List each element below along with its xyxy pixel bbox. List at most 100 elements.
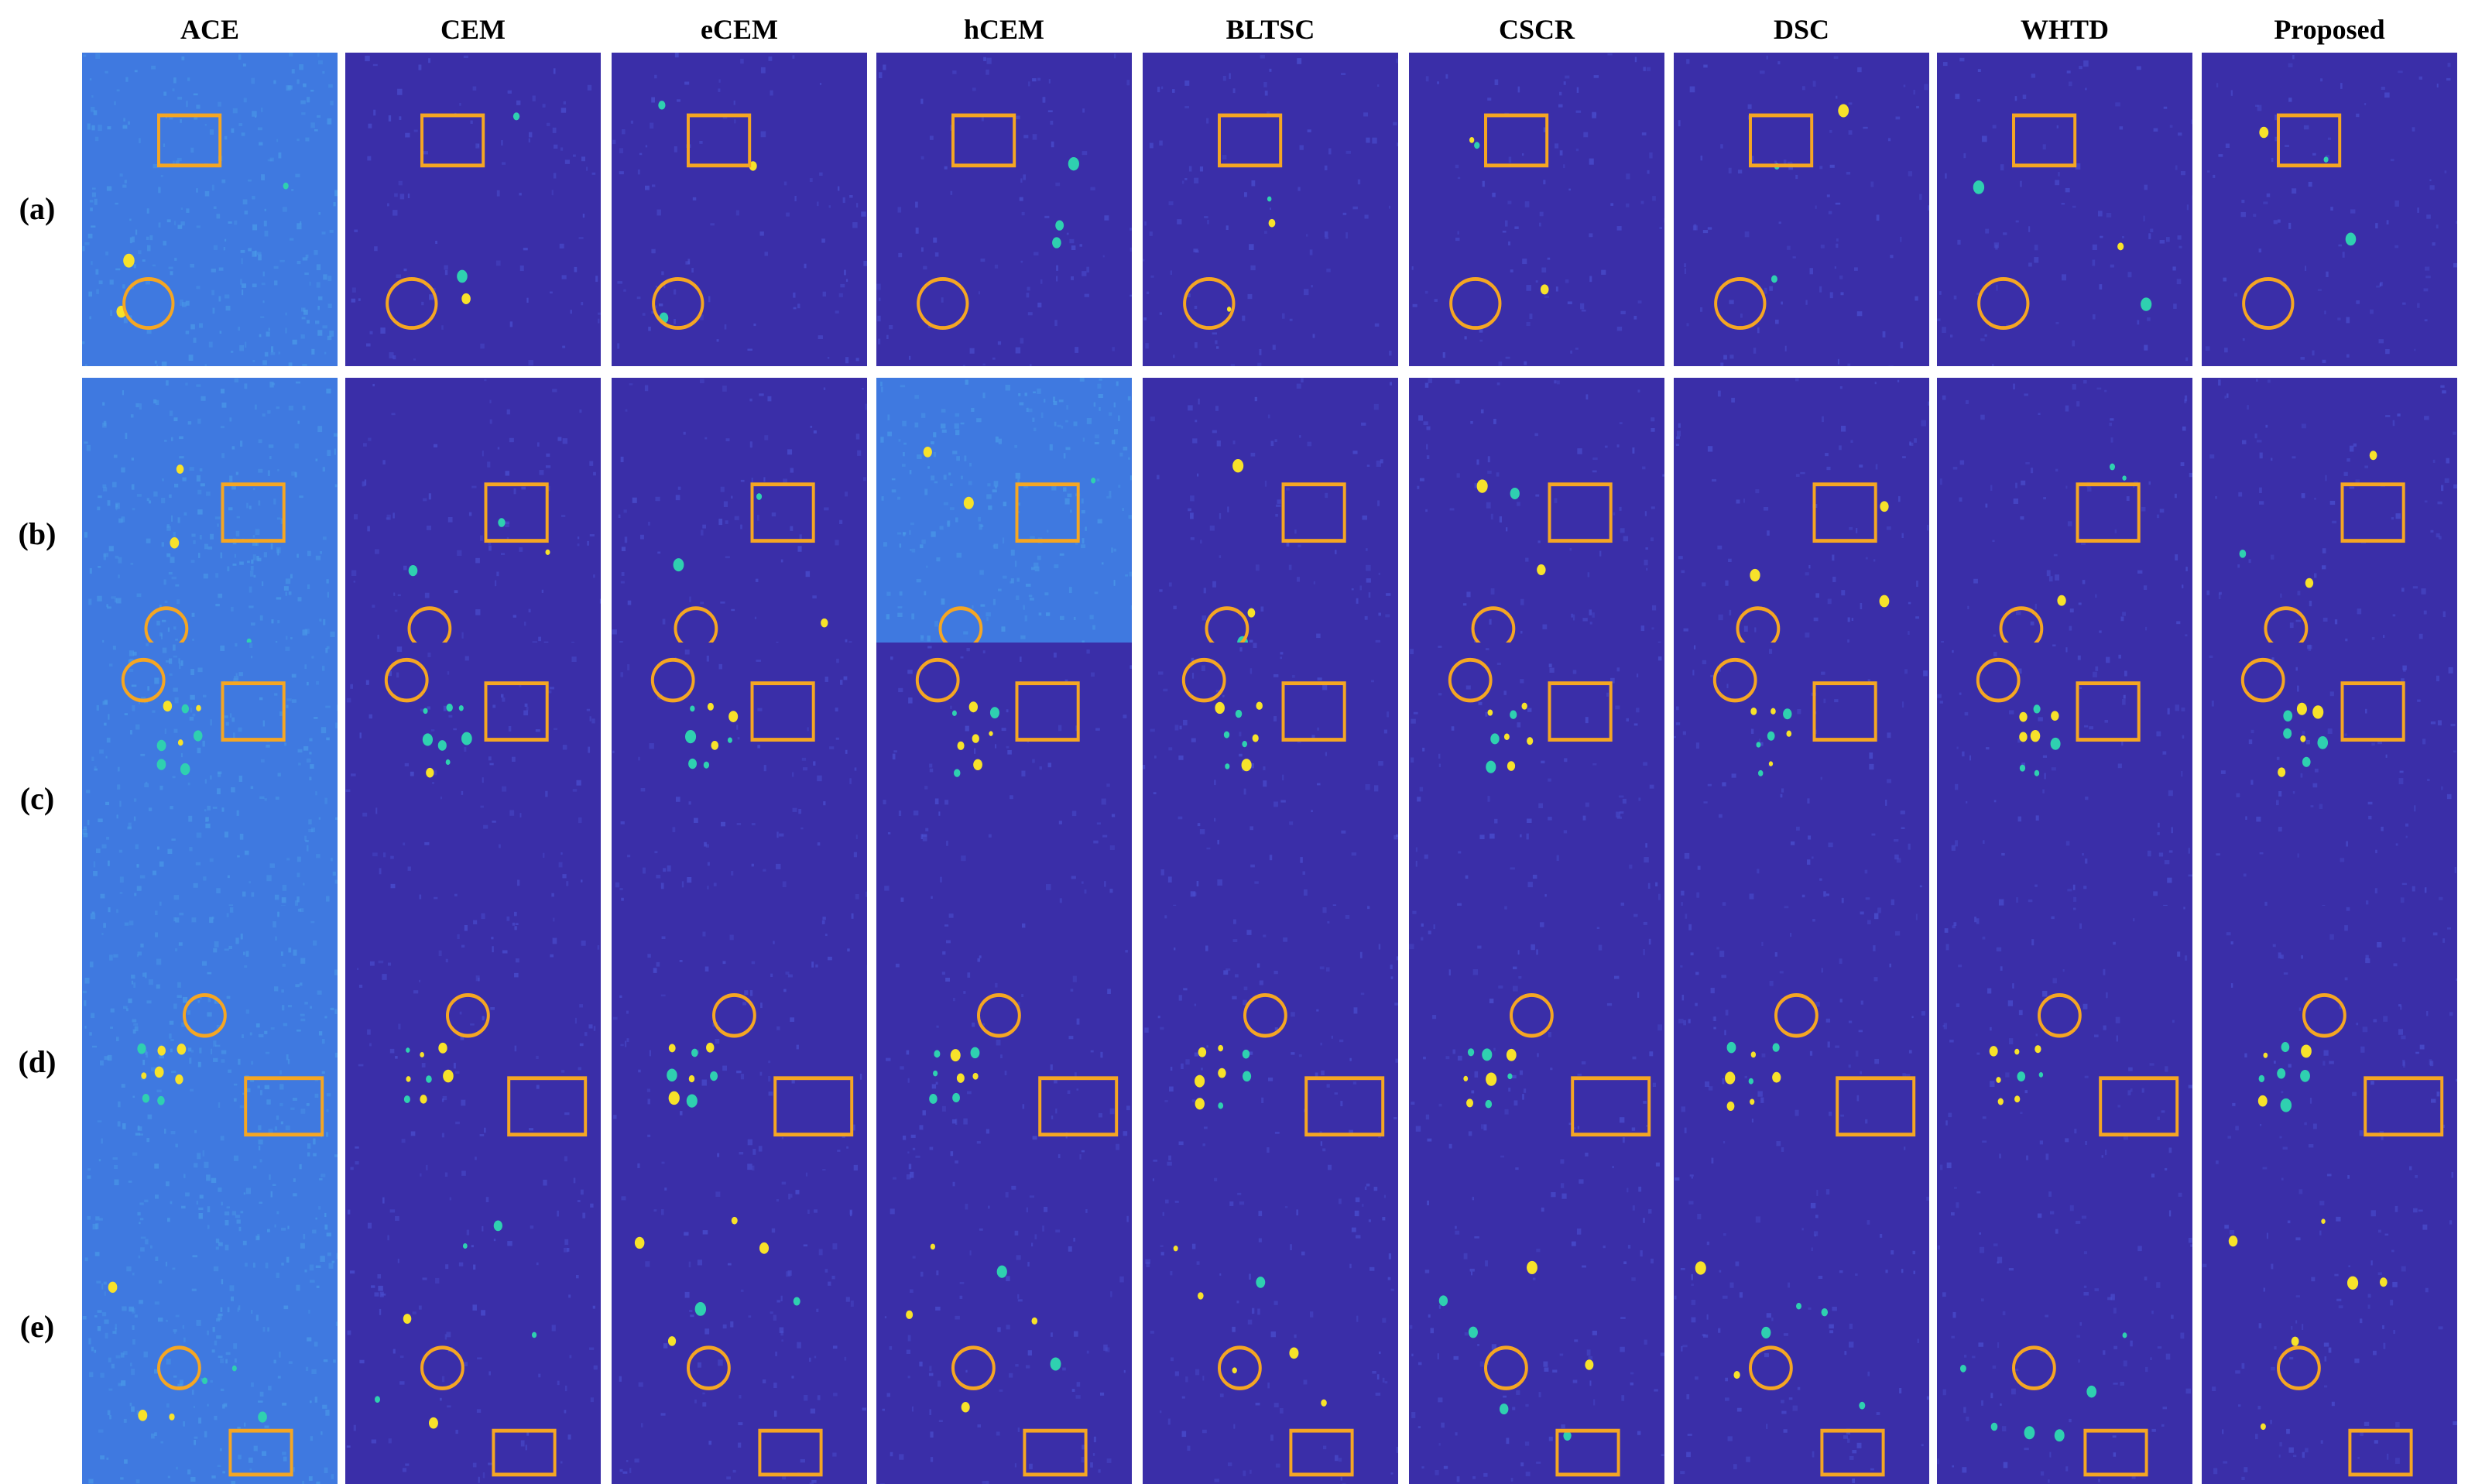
target-circle-marker <box>1451 279 1500 327</box>
target-circle-marker <box>653 660 694 701</box>
target-circle-marker <box>1245 995 1286 1036</box>
detection-map-e-ace <box>82 1170 338 1484</box>
row-label-d: (d) <box>0 1044 74 1080</box>
detection-map-a-cscr <box>1409 53 1664 366</box>
background-rectangle-marker <box>1284 684 1345 740</box>
background-rectangle-marker <box>509 1078 585 1135</box>
target-circle-marker <box>653 279 702 327</box>
background-rectangle-marker <box>2100 1078 2177 1135</box>
detection-map-a-cem <box>345 53 601 366</box>
background-rectangle-marker <box>1815 684 1876 740</box>
target-circle-marker <box>387 279 436 327</box>
background-rectangle-marker <box>752 684 814 740</box>
column-header-dsc: DSC <box>1674 6 1929 53</box>
background-rectangle-marker <box>1306 1078 1383 1135</box>
detection-map-e-ecem <box>612 1170 867 1484</box>
background-rectangle-marker <box>245 1078 322 1135</box>
detection-map-e-bltsc <box>1143 1170 1398 1484</box>
background-rectangle-marker <box>223 684 284 740</box>
column-header-whtd: WHTD <box>1937 6 2192 53</box>
background-rectangle-marker <box>1040 1078 1116 1135</box>
background-rectangle-marker <box>2365 1078 2442 1135</box>
target-circle-marker <box>2304 995 2345 1036</box>
target-circle-marker <box>2243 660 2284 701</box>
target-circle-marker <box>714 995 755 1036</box>
detection-map-a-hcem <box>876 53 1132 366</box>
detection-map-e-cem <box>345 1170 601 1484</box>
background-rectangle-marker <box>2343 485 2404 541</box>
row-label-e: (e) <box>0 1308 74 1345</box>
row-label-a: (a) <box>0 190 74 227</box>
target-circle-marker <box>124 279 173 327</box>
target-circle-marker <box>1486 1348 1527 1389</box>
background-rectangle-marker <box>223 485 284 541</box>
target-circle-marker <box>159 1348 200 1389</box>
background-rectangle-marker <box>1291 1431 1352 1475</box>
detection-map-a-ace <box>82 53 338 366</box>
column-header-bltsc: BLTSC <box>1143 6 1398 53</box>
target-circle-marker <box>953 1348 994 1389</box>
background-rectangle-marker <box>775 1078 852 1135</box>
background-rectangle-marker <box>2014 115 2075 166</box>
target-circle-marker <box>422 1348 463 1389</box>
background-rectangle-marker <box>2278 115 2340 166</box>
detection-map-e-proposed <box>2202 1170 2457 1484</box>
target-circle-marker <box>2278 1348 2319 1389</box>
detection-map-a-dsc <box>1674 53 1929 366</box>
target-circle-marker <box>2014 1348 2055 1389</box>
background-rectangle-marker <box>1837 1078 1914 1135</box>
target-circle-marker <box>1450 660 1491 701</box>
background-rectangle-marker <box>1815 485 1876 541</box>
target-circle-marker <box>1978 660 2019 701</box>
detection-map-e-cscr <box>1409 1170 1664 1484</box>
target-circle-marker <box>2244 279 2292 327</box>
background-rectangle-marker <box>752 485 814 541</box>
target-circle-marker <box>184 995 225 1036</box>
column-header-proposed: Proposed <box>2202 6 2457 53</box>
column-header-cem: CEM <box>345 6 601 53</box>
background-rectangle-marker <box>1550 485 1611 541</box>
detection-map-a-ecem <box>612 53 867 366</box>
target-circle-marker <box>1184 279 1233 327</box>
background-rectangle-marker <box>2350 1431 2411 1475</box>
background-rectangle-marker <box>2343 684 2404 740</box>
column-header-hcem: hCEM <box>876 6 1132 53</box>
background-rectangle-marker <box>1219 115 1280 166</box>
detection-map-a-bltsc <box>1143 53 1398 366</box>
background-rectangle-marker <box>953 115 1014 166</box>
background-rectangle-marker <box>1486 115 1547 166</box>
target-circle-marker <box>1979 279 2028 327</box>
target-circle-marker <box>1776 995 1817 1036</box>
column-header-ace: ACE <box>82 6 338 53</box>
background-rectangle-marker <box>1284 485 1345 541</box>
background-rectangle-marker <box>422 115 483 166</box>
column-header-ecem: eCEM <box>612 6 867 53</box>
detection-map-e-dsc <box>1674 1170 1929 1484</box>
background-rectangle-marker <box>1750 115 1812 166</box>
row-label-c: (c) <box>0 780 74 817</box>
column-header-cscr: CSCR <box>1409 6 1664 53</box>
background-rectangle-marker <box>486 485 547 541</box>
detection-map-a-proposed <box>2202 53 2457 366</box>
target-circle-marker <box>386 660 427 701</box>
target-circle-marker <box>918 279 967 327</box>
row-label-b: (b) <box>0 516 74 552</box>
target-circle-marker <box>917 660 958 701</box>
detection-map-e-whtd <box>1937 1170 2192 1484</box>
target-circle-marker <box>1219 1348 1260 1389</box>
background-rectangle-marker <box>688 115 749 166</box>
target-circle-marker <box>1511 995 1552 1036</box>
background-rectangle-marker <box>159 115 220 166</box>
target-circle-marker <box>2039 995 2080 1036</box>
background-rectangle-marker <box>1572 1078 1649 1135</box>
detection-map-a-whtd <box>1937 53 2192 366</box>
target-circle-marker <box>447 995 488 1036</box>
target-circle-marker <box>1750 1348 1791 1389</box>
background-rectangle-marker <box>1017 684 1078 740</box>
target-circle-marker <box>979 995 1020 1036</box>
background-rectangle-marker <box>759 1431 821 1475</box>
target-circle-marker <box>1716 279 1764 327</box>
background-rectangle-marker <box>1024 1431 1085 1475</box>
background-rectangle-marker <box>1550 684 1611 740</box>
target-circle-marker <box>688 1348 729 1389</box>
